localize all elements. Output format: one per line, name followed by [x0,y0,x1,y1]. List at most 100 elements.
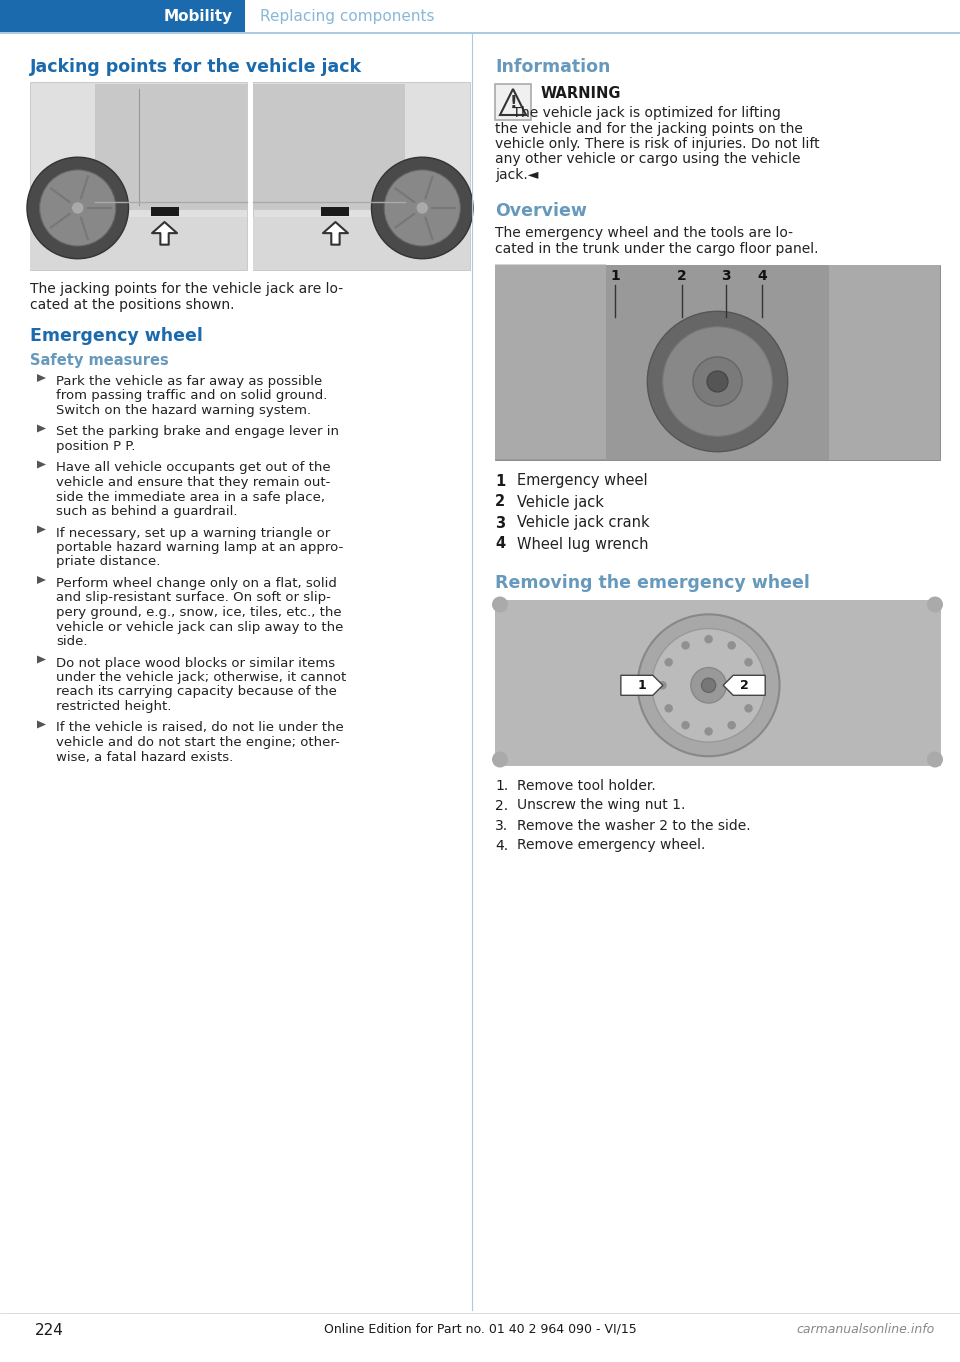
Text: restricted height.: restricted height. [56,700,172,712]
Text: 1: 1 [611,270,620,283]
Text: cated in the trunk under the cargo floor panel.: cated in the trunk under the cargo floor… [495,242,819,256]
Circle shape [702,678,716,692]
Text: Emergency wheel: Emergency wheel [30,327,203,345]
Circle shape [72,202,84,214]
Text: Set the parking brake and engage lever in: Set the parking brake and engage lever i… [56,425,339,439]
Text: Safety measures: Safety measures [30,353,169,368]
Text: and slip-resistant surface. On soft or slip-: and slip-resistant surface. On soft or s… [56,591,331,605]
Text: Online Edition for Part no. 01 40 2 964 090 - VI/15: Online Edition for Part no. 01 40 2 964 … [324,1323,636,1336]
Circle shape [647,312,788,452]
Bar [0,31,960,34]
Text: The emergency wheel and the tools are lo-: The emergency wheel and the tools are lo… [495,226,793,241]
Text: Remove the washer 2 to the side.: Remove the washer 2 to the side. [517,819,751,832]
Circle shape [927,597,943,613]
Text: such as behind a guardrail.: such as behind a guardrail. [56,505,237,518]
Circle shape [691,667,727,703]
Text: Unscrew the wing nut 1.: Unscrew the wing nut 1. [517,798,685,813]
Text: Overview: Overview [495,202,587,219]
Text: 1: 1 [637,678,646,692]
Text: priate distance.: priate distance. [56,556,160,568]
Text: vehicle and ensure that they remain out-: vehicle and ensure that they remain out- [56,475,330,489]
Bar [151,207,179,215]
Circle shape [492,597,508,613]
Circle shape [384,170,461,247]
Circle shape [705,635,713,643]
Text: Mobility: Mobility [164,8,233,23]
Polygon shape [621,676,662,695]
Circle shape [637,614,780,756]
Text: The vehicle jack is optimized for lifting: The vehicle jack is optimized for liftin… [495,106,780,120]
Circle shape [652,628,765,742]
Text: If the vehicle is raised, do not lie under the: If the vehicle is raised, do not lie und… [56,722,344,734]
Bar [30,82,247,270]
Text: 2: 2 [740,678,749,692]
Text: !: ! [509,94,516,112]
Text: 4: 4 [757,270,767,283]
Circle shape [662,327,772,436]
Text: 3: 3 [722,270,732,283]
Text: Vehicle jack: Vehicle jack [517,494,604,509]
Text: Jacking points for the vehicle jack: Jacking points for the vehicle jack [30,59,362,76]
Bar [495,599,940,764]
Text: Perform wheel change only on a flat, solid: Perform wheel change only on a flat, sol… [56,577,337,590]
Circle shape [751,681,759,689]
Polygon shape [806,264,940,459]
Circle shape [682,720,690,730]
Text: position P P.: position P P. [56,440,135,454]
Circle shape [27,157,129,259]
Text: Emergency wheel: Emergency wheel [517,474,648,489]
Text: portable hazard warning lamp at an appro-: portable hazard warning lamp at an appro… [56,541,344,554]
Text: reach its carrying capacity because of the: reach its carrying capacity because of t… [56,685,337,699]
Polygon shape [500,89,526,114]
Polygon shape [37,375,46,381]
Circle shape [705,727,713,735]
Bar [495,599,940,764]
Text: under the vehicle jack; otherwise, it cannot: under the vehicle jack; otherwise, it ca… [56,671,347,684]
Text: vehicle or vehicle jack can slip away to the: vehicle or vehicle jack can slip away to… [56,621,344,633]
Text: Removing the emergency wheel: Removing the emergency wheel [495,573,810,591]
Text: Switch on the hazard warning system.: Switch on the hazard warning system. [56,405,311,417]
Text: vehicle only. There is risk of injuries. Do not lift: vehicle only. There is risk of injuries.… [495,138,820,151]
Circle shape [39,170,116,247]
Text: Remove tool holder.: Remove tool holder. [517,779,656,793]
Circle shape [664,704,673,712]
Text: 224: 224 [35,1323,64,1337]
Circle shape [744,658,753,666]
Polygon shape [723,676,765,695]
Text: carmanualsonline.info: carmanualsonline.info [797,1323,935,1336]
Text: side.: side. [56,635,87,648]
Text: Wheel lug wrench: Wheel lug wrench [517,537,649,552]
Circle shape [664,658,673,666]
Polygon shape [495,264,629,459]
Bar [95,84,247,210]
Bar [253,84,405,210]
Circle shape [372,157,473,259]
Text: 2.: 2. [495,798,508,813]
Polygon shape [37,576,46,584]
Polygon shape [37,425,46,433]
Circle shape [659,681,667,689]
Text: the vehicle and for the jacking points on the: the vehicle and for the jacking points o… [495,121,803,135]
Text: 4.: 4. [495,839,508,853]
Bar [253,82,470,270]
Text: 3: 3 [495,515,505,531]
Circle shape [728,642,736,650]
Text: Vehicle jack crank: Vehicle jack crank [517,515,650,531]
Bar [253,218,470,270]
Text: The jacking points for the vehicle jack are lo-: The jacking points for the vehicle jack … [30,282,343,296]
Polygon shape [37,460,46,469]
Circle shape [682,642,690,650]
Text: vehicle and do not start the engine; other-: vehicle and do not start the engine; oth… [56,735,340,749]
Text: jack.◄: jack.◄ [495,168,539,183]
Text: If necessary, set up a warning triangle or: If necessary, set up a warning triangle … [56,527,330,539]
Text: 2: 2 [495,494,505,509]
Text: 2: 2 [677,270,686,283]
Text: 1: 1 [495,474,505,489]
Text: side the immediate area in a safe place,: side the immediate area in a safe place, [56,490,325,504]
Text: Park the vehicle as far away as possible: Park the vehicle as far away as possible [56,375,323,388]
Circle shape [744,704,753,712]
Text: pery ground, e.g., snow, ice, tiles, etc., the: pery ground, e.g., snow, ice, tiles, etc… [56,606,342,618]
Circle shape [693,357,742,406]
Polygon shape [37,526,46,534]
Text: Remove emergency wheel.: Remove emergency wheel. [517,839,706,853]
